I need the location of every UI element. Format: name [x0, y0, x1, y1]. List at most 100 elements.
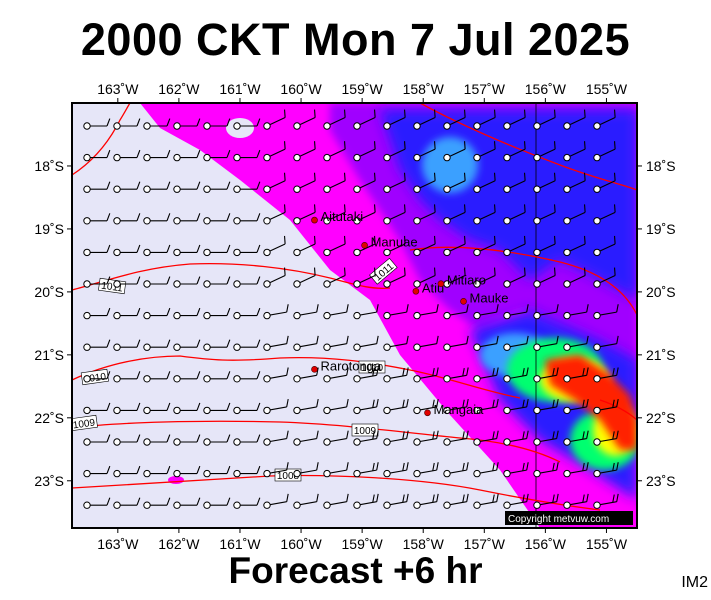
isobar-line	[409, 246, 637, 316]
wind-barb	[203, 276, 231, 288]
wind-barb	[143, 339, 171, 351]
wind-barb	[413, 430, 439, 446]
wind-barb	[293, 367, 319, 383]
wind-barb	[173, 181, 201, 193]
wind-barb	[143, 307, 171, 320]
wind-barb	[413, 204, 436, 225]
lon-tick-label-top: 162˚W	[158, 81, 200, 97]
wind-barb	[293, 430, 319, 446]
wind-barb	[503, 109, 526, 130]
lon-tick-label-top: 157˚W	[464, 81, 506, 97]
wind-barb	[383, 109, 406, 130]
wind-barb	[503, 235, 526, 257]
lon-tick-label-bottom: 162˚W	[158, 536, 200, 552]
wind-barb	[413, 367, 439, 383]
wind-barb	[323, 493, 349, 509]
map-frame	[71, 102, 638, 529]
wind-barb	[473, 462, 499, 478]
wind-barb	[233, 371, 261, 383]
wind-barb	[563, 304, 589, 320]
wind-barb	[533, 430, 559, 446]
wind-barb	[503, 304, 529, 320]
wind-barb	[203, 402, 231, 415]
wind-barb	[353, 367, 379, 383]
wind-barb	[533, 204, 556, 225]
wind-barb	[473, 141, 496, 162]
svg-text:Rarotonga: Rarotonga	[320, 358, 381, 373]
wind-barb	[233, 118, 261, 130]
wind-barb	[593, 172, 616, 193]
wind-barb	[593, 141, 616, 162]
wind-barb	[413, 398, 439, 415]
wind-barb	[293, 141, 316, 162]
wind-barb	[203, 244, 231, 257]
wind-barb	[503, 141, 526, 162]
wind-barb	[353, 141, 376, 162]
wind-barb	[293, 235, 316, 257]
wind-barb	[113, 276, 141, 288]
wind-barb	[263, 335, 289, 351]
lat-tick-label-right: 20˚S	[646, 284, 676, 300]
wind-barb	[443, 204, 466, 225]
isobar-label: 1009	[351, 423, 379, 437]
wind-barb	[203, 213, 231, 225]
lon-tick-label-bottom: 159˚W	[342, 536, 384, 552]
wind-barb	[593, 304, 619, 320]
lon-tick-label-top: 155˚W	[586, 81, 628, 97]
wind-barb	[593, 335, 619, 351]
lat-tick-label-left: 19˚S	[34, 221, 64, 237]
wind-barb	[473, 493, 499, 509]
wind-barb	[533, 109, 556, 130]
wind-barb	[353, 204, 376, 225]
wind-barb	[593, 367, 619, 383]
wind-barb	[263, 172, 286, 193]
wind-barb	[323, 304, 349, 320]
wind-barb	[143, 149, 171, 162]
lat-tick-label-right: 21˚S	[646, 347, 676, 363]
wind-barb	[173, 213, 201, 225]
wind-barb	[173, 149, 201, 162]
place-mitiaro: Mitiaro	[437, 273, 486, 288]
wind-barb	[293, 204, 316, 225]
wind-barb	[473, 172, 496, 193]
place-markers: AitutakiManuaeAtiuMitiaroMaukeRarotongaM…	[311, 209, 509, 417]
wind-barb	[443, 109, 466, 130]
place-rarotonga: Rarotonga	[311, 358, 382, 373]
wind-barb	[473, 235, 496, 257]
wind-barb	[143, 465, 171, 478]
lat-tick-label-left: 18˚S	[34, 158, 64, 174]
wind-barb	[413, 267, 436, 288]
lon-tick-label-top: 158˚W	[403, 81, 445, 97]
wind-barb	[443, 367, 469, 383]
place-mangaia: Mangaia	[424, 402, 484, 417]
wind-barb	[563, 335, 589, 351]
wind-barb	[503, 172, 526, 193]
wind-barb	[323, 430, 349, 446]
lon-tick-label-bottom: 163˚W	[97, 536, 139, 552]
svg-text:1009: 1009	[354, 426, 377, 437]
wind-barb	[83, 181, 111, 193]
wind-barb	[113, 213, 141, 225]
wind-barb	[593, 398, 619, 415]
wind-barb	[353, 335, 379, 351]
wind-barb	[173, 339, 201, 351]
wind-barb	[203, 307, 231, 320]
wind-barb	[443, 141, 466, 162]
wind-barb	[203, 465, 231, 478]
isobar-label: 1010	[358, 360, 386, 374]
wind-barbs	[83, 109, 619, 509]
wind-barb	[83, 213, 111, 225]
wind-barb	[263, 304, 289, 320]
wind-barb	[323, 462, 349, 478]
wind-barb	[443, 172, 466, 193]
wind-barb	[413, 235, 436, 257]
isobar-line	[419, 103, 637, 191]
lon-tick-label-bottom: 158˚W	[403, 536, 445, 552]
wind-barb	[233, 244, 261, 257]
wind-barb	[473, 304, 499, 320]
wind-barb	[563, 398, 589, 415]
wind-barb	[473, 367, 499, 383]
wind-barb	[473, 267, 496, 288]
wind-barb	[353, 109, 376, 130]
